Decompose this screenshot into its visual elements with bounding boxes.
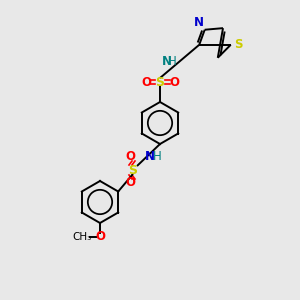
Text: H: H bbox=[168, 55, 177, 68]
Text: S: S bbox=[234, 38, 242, 51]
Text: O: O bbox=[125, 176, 135, 190]
Text: H: H bbox=[153, 149, 162, 163]
Text: S: S bbox=[155, 76, 164, 88]
Text: S: S bbox=[128, 164, 137, 176]
Text: O: O bbox=[125, 151, 135, 164]
Text: O: O bbox=[141, 76, 151, 88]
Text: N: N bbox=[162, 55, 172, 68]
Text: O: O bbox=[95, 230, 105, 244]
Text: O: O bbox=[169, 76, 179, 88]
Text: CH₃: CH₃ bbox=[72, 232, 92, 242]
Text: N: N bbox=[194, 16, 204, 29]
Text: N: N bbox=[145, 149, 154, 163]
